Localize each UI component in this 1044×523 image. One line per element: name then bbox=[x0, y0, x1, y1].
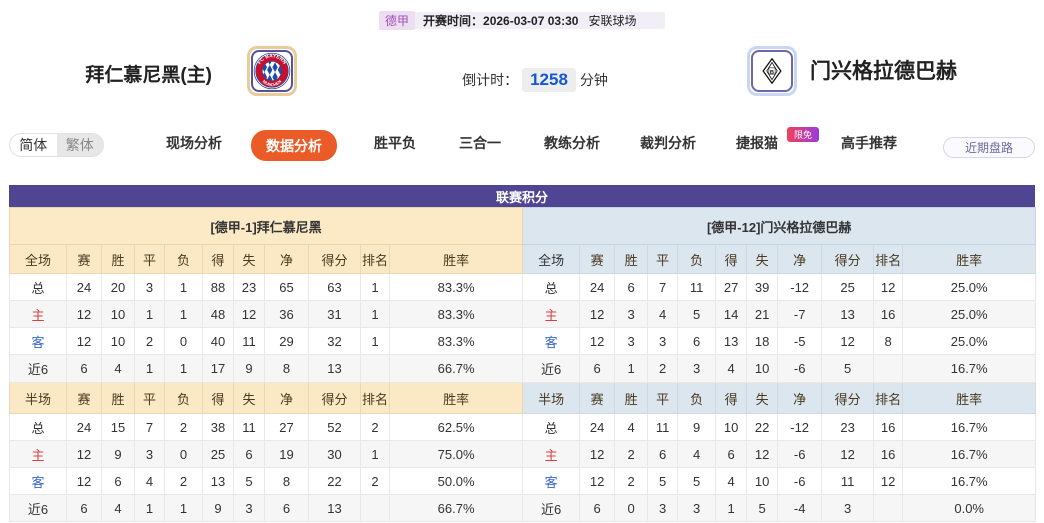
svg-text:B: B bbox=[770, 70, 774, 76]
